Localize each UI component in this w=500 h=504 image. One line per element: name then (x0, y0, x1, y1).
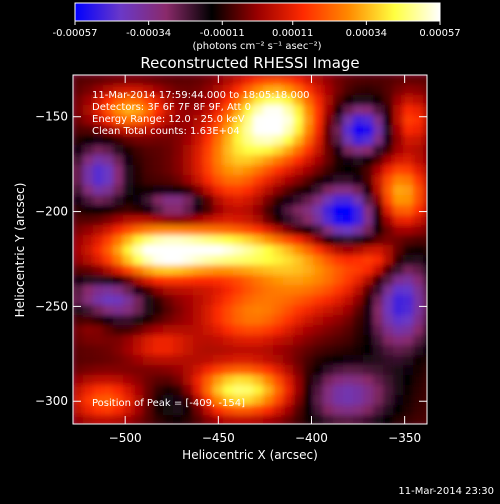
y-axis-label: Heliocentric Y (arcsec) (13, 183, 27, 318)
colorbar-frame (74, 2, 441, 22)
annotation-block: 11-Mar-2014 17:59:44.000 to 18:05:18.000… (92, 90, 310, 137)
x-tick-label: −450 (202, 431, 235, 445)
plot-frame (72, 74, 428, 425)
x-tick-label: −500 (109, 431, 142, 445)
x-tick-label: −350 (388, 431, 421, 445)
y-tick-label: −250 (35, 299, 68, 313)
y-tick-label: −150 (35, 110, 68, 124)
axis-ticks: −500 −450 −400 −350 −300 −250 −200 −150 (35, 75, 427, 445)
x-axis-label: Heliocentric X (arcsec) (182, 448, 318, 462)
y-tick-label: −200 (35, 205, 68, 219)
colorbar-tick-label: 0.00011 (272, 28, 313, 39)
colorbar (75, 3, 440, 21)
colorbar-tick-label: -0.00034 (126, 28, 171, 39)
x-tick-label: −400 (295, 431, 328, 445)
annotation-clean-counts: Clean Total counts: 1.63E+04 (92, 126, 240, 137)
y-tick-label: −300 (35, 394, 68, 408)
annotation-detectors: Detectors: 3F 6F 7F 8F 9F, Att 0 (92, 102, 251, 113)
colorbar-units-label: (photons cm⁻² s⁻¹ asec⁻²) (192, 41, 321, 52)
colorbar-tick-label: 0.00057 (419, 28, 460, 39)
colorbar-tick-label: -0.00011 (200, 28, 245, 39)
annotation-energy-range: Energy Range: 12.0 - 25.0 keV (92, 114, 245, 125)
colorbar-ticks: -0.00057 -0.00034 -0.00011 0.00011 0.00034 0.… (53, 21, 461, 39)
annotation-time-range: 11-Mar-2014 17:59:44.000 to 18:05:18.000 (92, 90, 310, 101)
heatmap-image (73, 75, 427, 424)
colorbar-tick-label: -0.00057 (53, 28, 98, 39)
colorbar-tick-label: 0.00034 (346, 28, 387, 39)
chart-title: Reconstructed RHESSI Image (140, 54, 359, 72)
footer-timestamp: 11-Mar-2014 23:30 (398, 486, 494, 497)
peak-position-label: Position of Peak = [-409, -154] (92, 398, 245, 409)
